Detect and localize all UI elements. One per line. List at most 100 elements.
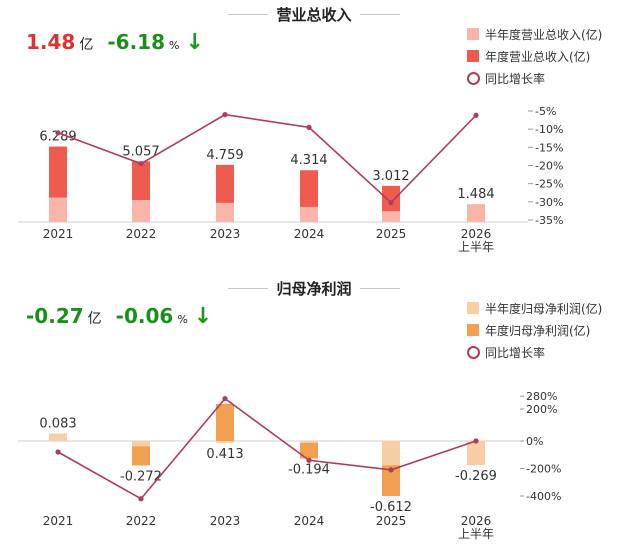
x-tick-label: 2021 bbox=[43, 514, 74, 528]
profit-data-label: -0.612 bbox=[370, 500, 412, 515]
legend-swatch-annual bbox=[467, 324, 479, 336]
revenue-title-row: 营业总收入 bbox=[0, 4, 625, 24]
annual-profit-bar bbox=[300, 441, 318, 459]
half-year-profit-bar bbox=[49, 433, 67, 441]
legend-swatch-annual bbox=[467, 50, 479, 62]
revenue-headline: 1.48 亿 -6.18% ↓ bbox=[26, 30, 204, 58]
legend-label: 同比增长率 bbox=[485, 72, 546, 86]
x-tick-label: 2026 上半年 bbox=[458, 514, 494, 541]
profit-headline-value: -0.27 bbox=[26, 304, 84, 328]
yoy-line bbox=[57, 397, 477, 500]
revenue-headline-yoy: -6.18 bbox=[107, 30, 166, 54]
x-tick-label: 2023 bbox=[210, 227, 241, 241]
revenue-headline-yoy-unit: % bbox=[169, 39, 180, 52]
half-year-revenue-bar bbox=[132, 200, 150, 222]
revenue-data-label: 1.484 bbox=[457, 187, 494, 202]
title-divider-left bbox=[228, 14, 268, 15]
right-axis-label: -400% bbox=[526, 490, 561, 503]
profit-headline: -0.27 亿 -0.06% ↓ bbox=[26, 304, 212, 332]
revenue-panel: 营业总收入 1.48 亿 -6.18% ↓ 半年度营业总收入(亿) 年度营业总收入(亿… bbox=[0, 0, 625, 273]
title-divider-right bbox=[360, 288, 400, 289]
legend-label: 年度归母净利润(亿) bbox=[485, 324, 591, 338]
profit-plot: 0.083-0.2720.413-0.194-0.612-0.269280%20… bbox=[18, 390, 561, 541]
right-axis-label: 280% bbox=[526, 390, 557, 403]
legend-circle-icon bbox=[467, 346, 480, 359]
legend-label: 同比增长率 bbox=[485, 346, 546, 360]
revenue-headline-value: 1.48 bbox=[26, 30, 76, 54]
right-axis-label: -20% bbox=[535, 160, 563, 173]
x-tick-label: 2022 bbox=[126, 227, 157, 241]
revenue-plot: 6.289 5.057 4.759 4.314 3.012 1.484 -5% -10% -15… bbox=[18, 105, 563, 254]
yoy-point bbox=[388, 199, 394, 206]
profit-chart-title: 归母净利润 bbox=[276, 280, 352, 298]
right-axis-label: -25% bbox=[535, 178, 563, 191]
revenue-chart-title: 营业总收入 bbox=[276, 6, 352, 24]
x-tick-label: 2023 bbox=[210, 514, 241, 528]
half-year-revenue-bar bbox=[467, 204, 485, 222]
half-year-profit-bar bbox=[132, 441, 150, 447]
profit-headline-unit: 亿 bbox=[87, 311, 102, 327]
profit-headline-yoy-unit: % bbox=[177, 313, 188, 326]
half-year-revenue-bar bbox=[216, 202, 234, 222]
right-axis-label: -10% bbox=[535, 123, 563, 136]
x-tick-label: 2025 bbox=[376, 514, 407, 528]
yoy-point bbox=[138, 496, 144, 502]
yoy-point bbox=[222, 112, 228, 118]
right-axis-label: 0% bbox=[526, 435, 543, 448]
legend-label: 年度营业总收入(亿) bbox=[485, 50, 591, 64]
x-tick-label: 2024 bbox=[294, 227, 325, 241]
yoy-point bbox=[473, 112, 479, 118]
x-tick-label: 2024 bbox=[294, 514, 325, 528]
half-year-profit-bar bbox=[467, 441, 485, 466]
profit-headline-yoy: -0.06 bbox=[115, 304, 174, 328]
yoy-point bbox=[306, 457, 312, 463]
legend-label: 半年度归母净利润(亿) bbox=[485, 302, 603, 316]
profit-data-label: -0.272 bbox=[120, 469, 162, 484]
yoy-line bbox=[57, 113, 477, 204]
revenue-headline-unit: 亿 bbox=[79, 37, 94, 53]
half-year-profit-bar bbox=[216, 441, 234, 443]
yoy-point bbox=[138, 161, 144, 167]
revenue-data-label: 5.057 bbox=[122, 144, 159, 159]
x-tick-label: 2025 bbox=[376, 227, 407, 241]
down-arrow-icon: ↓ bbox=[185, 30, 204, 55]
profit-title-row: 归母净利润 bbox=[0, 278, 625, 298]
right-axis-label: -15% bbox=[535, 141, 563, 154]
yoy-point bbox=[388, 467, 394, 473]
profit-data-label: -0.269 bbox=[455, 469, 497, 484]
net-profit-panel: 归母净利润 -0.27 亿 -0.06% ↓ 半年度归母净利润(亿) 年度归母净利润(… bbox=[0, 274, 625, 547]
half-year-revenue-bar bbox=[382, 211, 400, 222]
profit-data-label: -0.194 bbox=[288, 462, 330, 477]
legend-swatch-half bbox=[467, 28, 479, 40]
legend-label: 半年度营业总收入(亿) bbox=[485, 28, 603, 42]
revenue-data-label: 6.289 bbox=[39, 130, 76, 145]
down-arrow-icon: ↓ bbox=[193, 304, 213, 329]
x-tick-label: 2026 上半年 bbox=[458, 227, 494, 254]
half-year-profit-bar bbox=[382, 441, 400, 466]
annual-profit-bar bbox=[132, 441, 150, 466]
title-divider-right bbox=[360, 14, 400, 15]
half-year-profit-bar bbox=[300, 441, 318, 443]
yoy-point bbox=[55, 130, 61, 136]
profit-data-label: 0.413 bbox=[206, 447, 243, 462]
title-divider-left bbox=[228, 288, 268, 289]
x-tick-label: 2022 bbox=[126, 514, 157, 528]
yoy-point bbox=[306, 124, 312, 130]
yoy-point bbox=[473, 438, 479, 444]
half-year-revenue-bar bbox=[300, 206, 318, 222]
right-axis-label: 200% bbox=[526, 403, 557, 416]
revenue-data-label: 3.012 bbox=[372, 169, 409, 184]
right-axis-label: -200% bbox=[526, 463, 561, 476]
right-axis-label: -5% bbox=[535, 105, 556, 118]
annual-profit-bar bbox=[216, 403, 234, 441]
half-year-revenue-bar bbox=[49, 197, 67, 222]
right-axis-label: -30% bbox=[535, 196, 563, 209]
revenue-data-label: 4.759 bbox=[206, 148, 243, 163]
profit-data-label: 0.083 bbox=[39, 417, 76, 432]
legend-swatch-half bbox=[467, 302, 479, 314]
yoy-point bbox=[222, 396, 228, 402]
right-axis-label: -35% bbox=[535, 214, 563, 227]
yoy-point bbox=[55, 449, 61, 455]
revenue-data-label: 4.314 bbox=[290, 153, 327, 168]
legend-circle-icon bbox=[467, 72, 480, 85]
